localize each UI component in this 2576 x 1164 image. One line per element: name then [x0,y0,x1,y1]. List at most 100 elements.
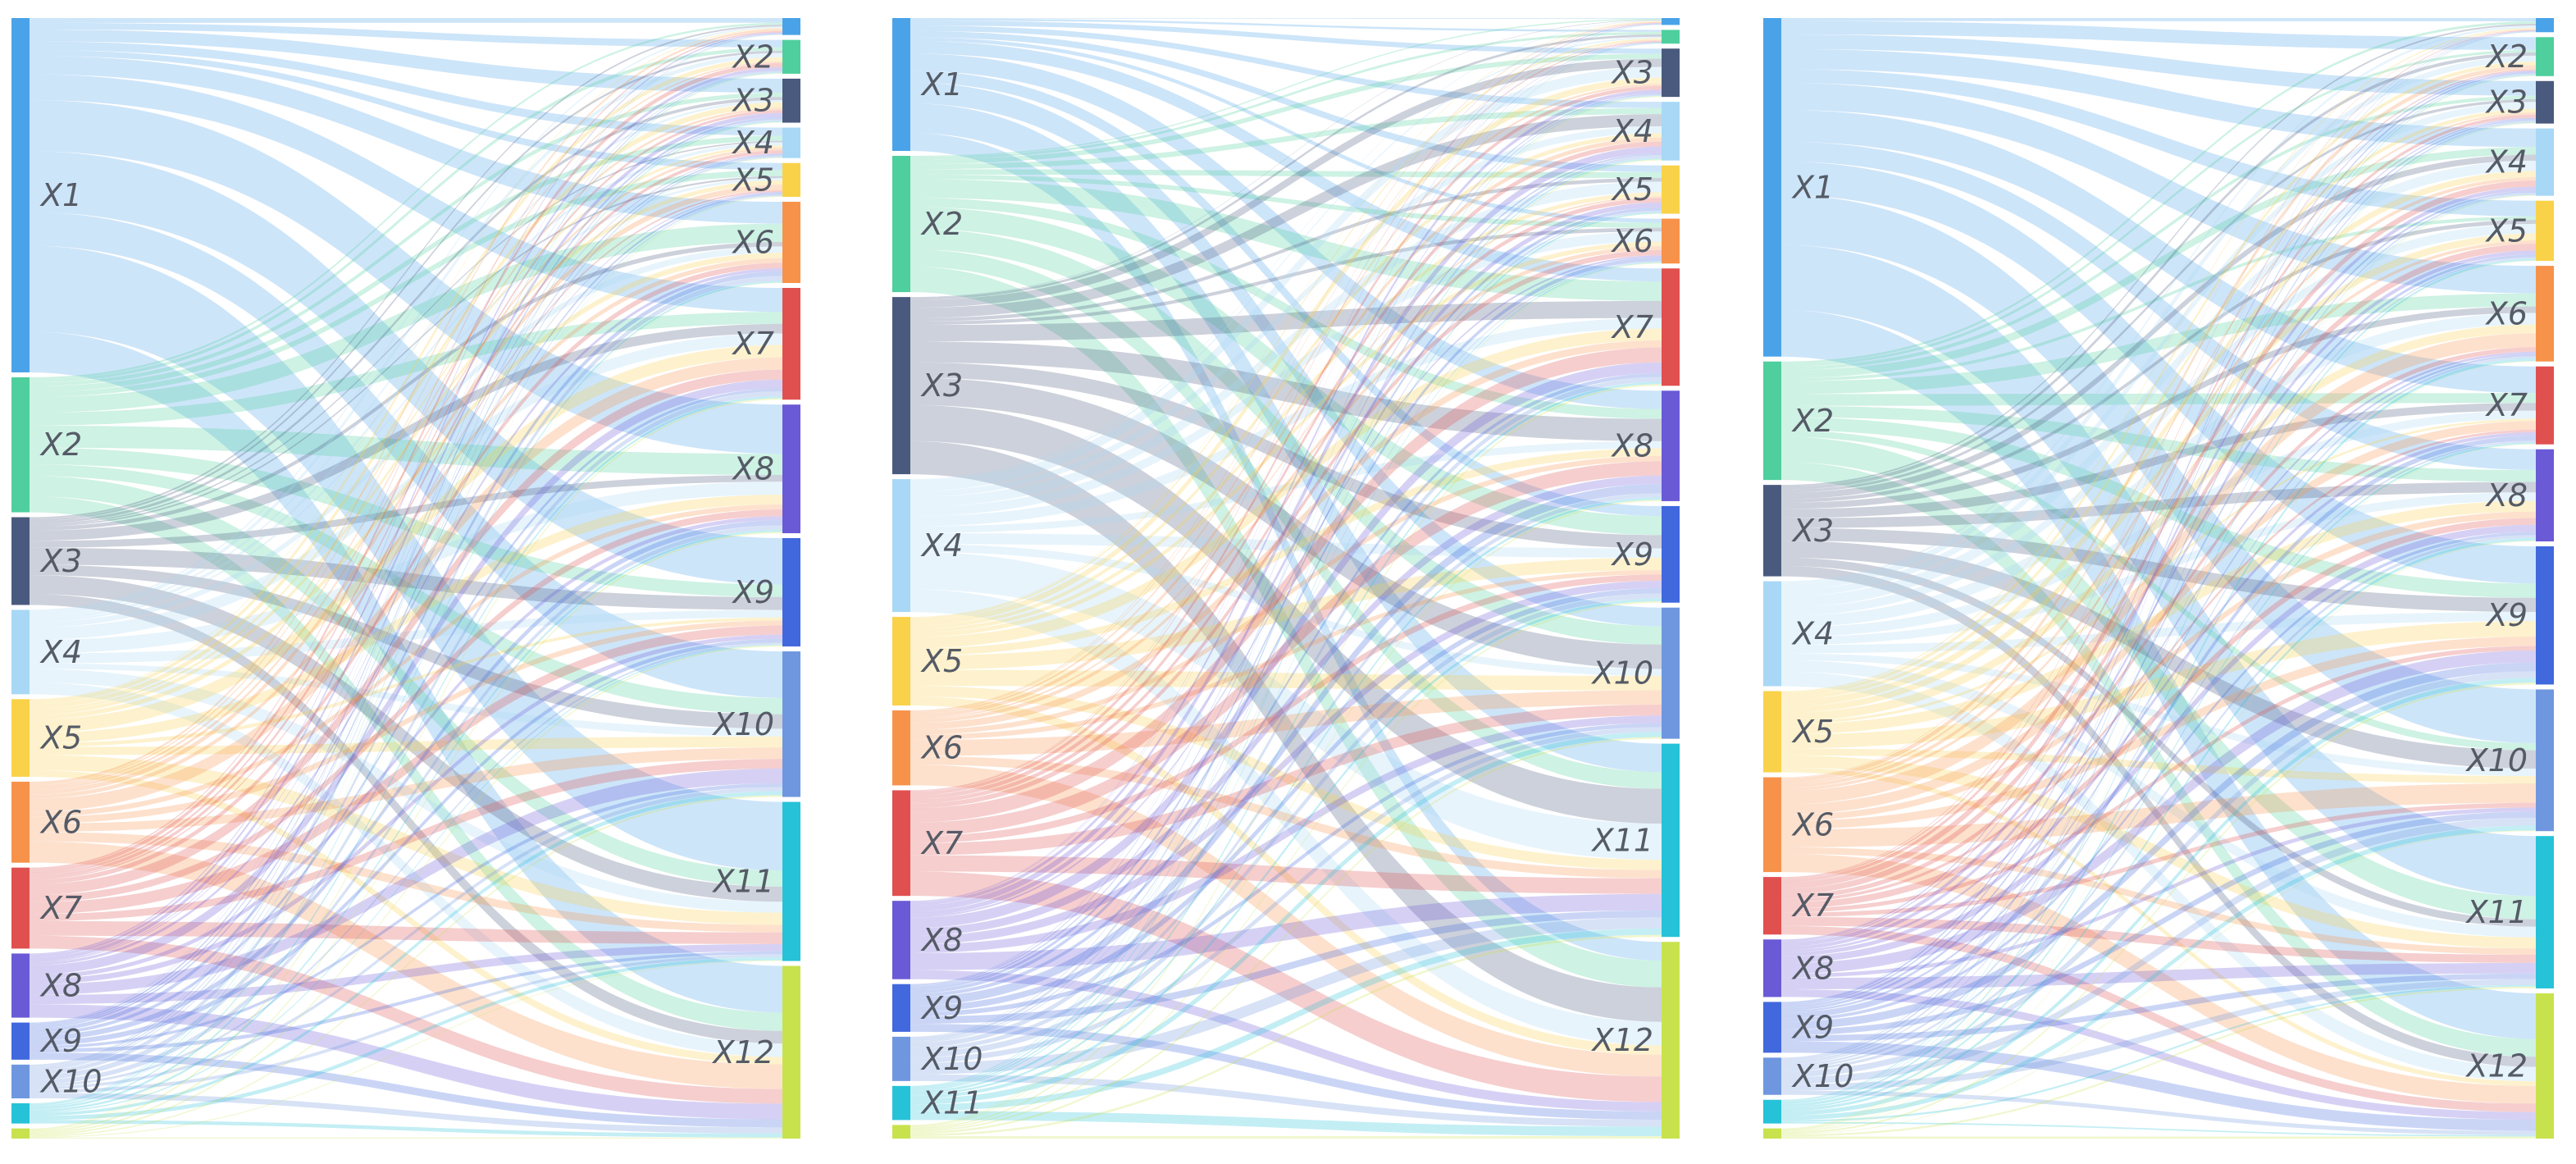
sankey-link [1781,825,2536,1121]
target-node-x5 [1662,165,1680,214]
sankey-link [910,141,1662,800]
sankey-link [910,461,1662,837]
sankey-link [30,34,782,1129]
sankey-link [30,529,782,1112]
target-label-x7: X7 [2485,387,2528,423]
sankey-link [30,97,782,524]
target-label-x2: X2 [732,39,774,75]
sankey-link [1781,962,2536,989]
target-label-x12: X12 [1591,1022,1653,1058]
sankey-link [910,22,1662,792]
target-node-x11 [1662,743,1680,938]
source-node-x3 [1763,485,1781,577]
sankey-link [30,682,782,1057]
source-label-x5: X5 [920,643,963,679]
sankey-link [1781,240,2536,792]
sankey-link [30,1004,782,1120]
target-node-x4 [2536,128,2554,196]
sankey-link [30,379,782,975]
sankey-link [1781,807,2536,979]
sankey-link [30,516,782,979]
sankey-link [30,212,782,698]
sankey-link [30,67,782,958]
sankey-link [910,690,1662,756]
sankey-link [1781,309,2536,1039]
sankey-link [30,645,782,1136]
sankey-panel-1: X1X2X3X4X5X6X7X8X9X10X2X3X4X5X6X7X8X9X10… [11,18,800,1139]
target-node-x12 [1662,942,1680,1139]
sankey-link [30,50,782,522]
sankey-link [910,36,1662,482]
source-node-x9 [11,1022,30,1060]
sankey-link [910,179,1662,301]
target-node-x12 [2536,993,2554,1139]
sankey-link [1781,260,2536,1131]
sankey-link [1781,435,2536,1019]
sankey-link [1781,65,2536,783]
sankey-link [1781,541,2536,769]
sankey-link [910,20,1662,298]
sankey-link [1781,30,2536,879]
source-label-x9: X9 [920,990,963,1026]
sankey-link [1781,21,2536,50]
source-label-x2: X2 [920,206,963,242]
sankey-link [1781,171,2536,707]
sankey-link [30,795,782,1137]
sankey-link [1781,73,2536,1060]
sankey-link [910,30,1662,172]
sankey-link [30,62,782,874]
sankey-link [910,727,1662,1063]
sankey-link [30,525,782,1085]
sankey-link [910,231,1662,517]
sankey-link [910,207,1662,990]
sankey-link [910,493,1662,1052]
source-node-x9 [1763,1002,1781,1053]
sankey-link [1781,324,2536,722]
sankey-link [30,281,782,1108]
sankey-link [910,24,1662,984]
sankey-link [1781,557,2536,927]
sankey-links [910,18,1662,1139]
sankey-link [1781,108,2536,701]
sankey-link [1781,219,2536,503]
sankey-link [1781,216,2536,381]
sankey-link [1781,75,2536,1102]
sankey-link [1781,194,2536,1102]
source-node-x9 [892,984,910,1032]
sankey-link [910,21,1662,712]
sankey-link [1781,621,2536,749]
source-label-x4: X4 [39,634,82,670]
sankey-link [1781,854,2536,1104]
sankey-panel-2: X1 X2 X3 X4 X5 X6 X7 X8 X9 X10 X11 X3 X4 X5 X6 X7 X8 X9 X1… [892,18,1680,1139]
sankey-link [910,544,1662,677]
sankey-link [910,257,1662,994]
source-label-x11: X11 [920,1085,983,1121]
sankey-link [30,34,782,1066]
source-node-x5 [892,617,910,706]
source-node-x10 [11,1064,30,1098]
sankey-nodes: X1 X2 X3 X4 X5 X6 X7 X8 X9 X10 X11 X3 X4 X5 X6 X7 X8 X9 X1… [892,18,1680,1139]
sankey-link [30,185,782,795]
sankey-link [30,575,782,902]
target-node-x9 [2536,546,2554,685]
sankey-link [910,261,1662,1043]
sankey-link [910,154,1662,1041]
sankey-link [910,42,1662,985]
sankey-link [1781,1136,2536,1139]
sankey-link [1781,1090,2536,1135]
sankey-link [910,570,1662,740]
target-label-x4: X4 [732,125,774,161]
sankey-link [910,196,1662,719]
sankey-link [30,26,782,612]
sankey-link [1781,811,2536,1036]
sankey-link [1781,354,2536,1013]
sankey-link [1781,417,2536,598]
sankey-link [910,153,1662,988]
sankey-link [1781,55,2536,591]
sankey-link [30,1093,782,1134]
sankey-link [1781,313,2536,628]
target-label-x3: X3 [1611,55,1653,91]
sankey-link [910,210,1662,1043]
sankey-link [1781,492,2536,646]
sankey-link [1781,356,2536,1066]
